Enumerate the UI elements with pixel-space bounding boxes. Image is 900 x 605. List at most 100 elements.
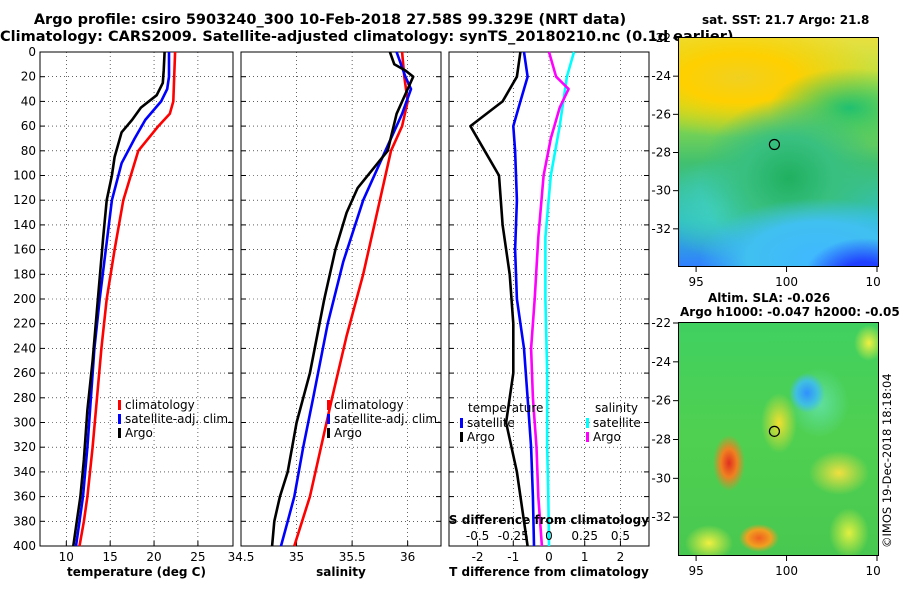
s-tick-label: -0.5 (466, 529, 489, 543)
sla-map-axes: -22 -24 -26 -28 -30 -32 95 100 105 (651, 316, 880, 578)
map-x-tick-label: 95 (688, 564, 703, 578)
legend-label: satellite-adj. clim. (125, 412, 232, 426)
x-tick-label: 2 (617, 550, 625, 564)
y-tick-label: 180 (13, 267, 36, 281)
x-tick-label: 1 (581, 550, 589, 564)
series-line-climatology (78, 51, 177, 547)
s-tick-label: 0 (545, 529, 553, 543)
legend-label: Argo (125, 426, 153, 440)
legend-label: Argo (334, 426, 362, 440)
x-tick-label: 36 (400, 550, 415, 564)
sla-map-subtitle: Argo h1000: -0.047 h2000: -0.055 (680, 305, 900, 319)
series-line-argo (72, 51, 166, 547)
y-tick-label: 300 (13, 416, 36, 430)
series-line-t-satellite (511, 51, 536, 547)
legend-swatch (586, 418, 589, 428)
x-tick-label: 25 (190, 550, 205, 564)
y-tick-label: 260 (13, 366, 36, 380)
map-y-tick-label: -24 (651, 355, 671, 369)
map-y-tick-label: -28 (651, 146, 671, 160)
map-y-tick-label: -32 (651, 222, 671, 236)
y-tick-label: 20 (21, 70, 36, 84)
map-y-tick-label: -26 (651, 394, 671, 408)
y-tick-label: 320 (13, 440, 36, 454)
series-line-satellite-adj--clim- (74, 52, 171, 547)
x-tick-label: 15 (103, 550, 118, 564)
x-tick-label: 20 (146, 550, 161, 564)
legend-swatch (586, 432, 589, 442)
map-y-tick-label: -30 (651, 471, 671, 485)
map-x-tick-label: 105 (866, 275, 880, 289)
y-tick-label: 120 (13, 193, 36, 207)
legend-label: Argo (593, 430, 621, 444)
x-tick-label: -1 (507, 550, 519, 564)
legend-label: satellite-adj. clim. (334, 412, 441, 426)
legend-swatch (118, 428, 121, 438)
map-y-tick-label: -22 (651, 31, 671, 45)
y-tick-label: 280 (13, 391, 36, 405)
legend-swatch (327, 400, 330, 410)
sla-map (678, 322, 879, 556)
y-tick-label: 140 (13, 218, 36, 232)
legend-swatch (460, 432, 463, 442)
x-tick-label: 34.5 (228, 550, 255, 564)
y-tick-label: 0 (28, 45, 36, 59)
argo-position-marker (768, 138, 781, 151)
legend-label: satellite (593, 416, 641, 430)
legend-label: satellite (467, 416, 515, 430)
map-y-tick-label: -26 (651, 107, 671, 121)
legend-label: Argo (467, 430, 495, 444)
map-y-tick-label: -22 (651, 316, 671, 330)
sst-map (678, 37, 879, 267)
panel-2: -2 -1 0 1 2T difference from climatology temp… (448, 51, 650, 579)
y-tick-label: 340 (13, 465, 36, 479)
panel-1: 34.5 35 35.5 36 salinity climatologysatellite… (228, 51, 442, 579)
legend-swatch (327, 414, 330, 424)
map-x-tick-label: 100 (775, 275, 798, 289)
credit-text: ©IMOS 19-Dec-2018 18:18:04 (880, 373, 894, 548)
sla-map-title: Altim. SLA: -0.026 (708, 291, 831, 305)
y-tick-label: 40 (21, 94, 36, 108)
x-tick-label: 10 (59, 550, 74, 564)
x-tick-label: 35.5 (339, 550, 366, 564)
s-tick-label: 0.25 (571, 529, 598, 543)
x-tick-label: -2 (472, 550, 484, 564)
legend-swatch (118, 400, 121, 410)
y-tick-label: 220 (13, 317, 36, 331)
y-tick-label: 60 (21, 119, 36, 133)
x-axis-label: salinity (316, 565, 366, 579)
y-tick-label: 360 (13, 490, 36, 504)
series-line-s-argo (529, 51, 570, 547)
sst-map-axes: -22 -24 -26 -28 -30 -32 95 100 105 (651, 31, 880, 289)
x-tick-label: 0 (545, 550, 553, 564)
y-tick-label: 380 (13, 514, 36, 528)
map-x-tick-label: 95 (688, 275, 703, 289)
map-x-tick-label: 105 (866, 564, 880, 578)
series-line-climatology (293, 51, 410, 547)
y-tick-label: 80 (21, 144, 36, 158)
legend-title-salinity: salinity (595, 401, 638, 415)
legend-swatch (327, 428, 330, 438)
argo-position-marker (768, 425, 781, 437)
y-tick-label: 100 (13, 169, 36, 183)
series-line-satellite-adj--clim- (279, 51, 413, 547)
s-tick-label: -0.25 (498, 529, 529, 543)
chart-subtitle: Climatology: CARS2009. Satellite-adjuste… (0, 29, 734, 45)
series-line-argo (270, 51, 415, 547)
x-axis-label: T difference from climatology (449, 565, 649, 579)
legend-title-temperature: temperature (468, 401, 543, 415)
top-axis-label: S difference from climatology (449, 513, 649, 527)
legend-label: climatology (334, 398, 404, 412)
legend-swatch (118, 414, 121, 424)
y-tick-label: 160 (13, 243, 36, 257)
sst-map-title: sat. SST: 21.7 Argo: 21.8 (702, 13, 870, 27)
map-y-tick-label: -28 (651, 433, 671, 447)
y-tick-label: 240 (13, 341, 36, 355)
series-line-t-argo (469, 51, 529, 547)
map-y-tick-label: -24 (651, 69, 671, 83)
legend-label: climatology (125, 398, 195, 412)
x-axis-label: temperature (deg C) (67, 565, 206, 579)
x-tick-label: 35 (289, 550, 304, 564)
